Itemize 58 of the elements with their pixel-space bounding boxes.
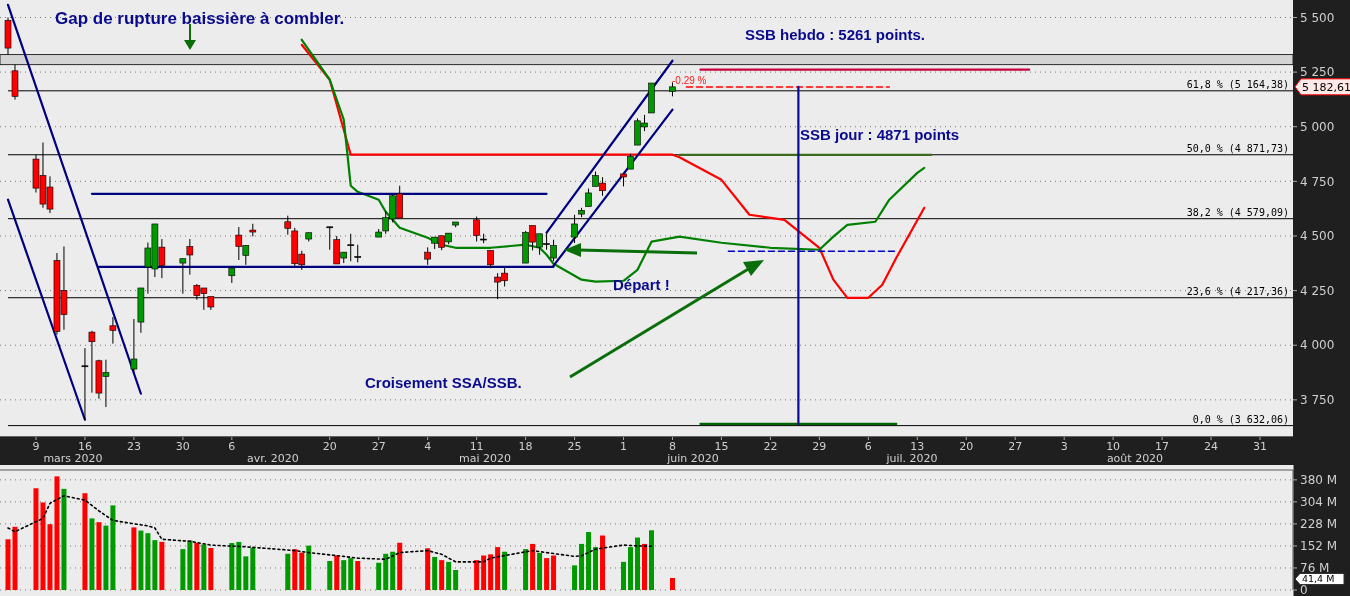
- x-tick-label: 20: [322, 440, 337, 453]
- y-tick-label: 4 500: [1300, 229, 1335, 244]
- annotation: -0.29 %: [672, 75, 707, 86]
- y-tick-label: 4 750: [1300, 174, 1335, 189]
- annotation: SSB jour : 4871 points: [800, 126, 960, 143]
- x-tick-label: 22: [763, 440, 778, 453]
- text: 5 182,61: [1302, 80, 1350, 94]
- x-tick-label: 25: [567, 440, 582, 453]
- y-tick-label: 76 M: [1300, 561, 1330, 576]
- annotation: SSB hebdo : 5261 points.: [745, 26, 926, 43]
- x-tick-label: 23: [126, 440, 141, 453]
- y-tick-label: 5 500: [1300, 10, 1335, 25]
- x-tick-label: 20: [959, 440, 974, 453]
- x-tick-label: 13: [910, 440, 925, 453]
- x-tick-label: 6: [864, 440, 872, 453]
- text: juin 2020: [666, 452, 719, 465]
- x-tick-label: 11: [469, 440, 484, 453]
- ref-line-label: 50,0 % (4 871,73): [1186, 142, 1289, 154]
- x-tick-label: 27: [1008, 440, 1023, 453]
- text: mars 2020: [43, 452, 103, 465]
- text: mai 2020: [458, 452, 512, 465]
- x-tick-label: 16: [77, 440, 92, 453]
- x-tick-label: 18: [518, 440, 533, 453]
- annotation: Départ !: [613, 276, 670, 293]
- x-tick-label: 3: [1060, 440, 1068, 453]
- y-tick-label: 152 M: [1300, 539, 1338, 554]
- y-tick-label: 5 000: [1300, 119, 1335, 134]
- y-tick-label: 5 250: [1300, 65, 1335, 80]
- x-tick-label: 4: [424, 440, 432, 453]
- ref-line-label: 61,8 % (5 164,38): [1186, 78, 1289, 90]
- y-tick-label: 228 M: [1300, 517, 1338, 532]
- text: 41,4 M: [1302, 573, 1335, 585]
- y-tick-label: 0: [1300, 583, 1308, 596]
- text: juil. 2020: [885, 452, 938, 465]
- y-tick-label: 304 M: [1300, 495, 1338, 510]
- x-tick-label: 15: [714, 440, 729, 453]
- text: août 2020: [1106, 452, 1164, 465]
- x-tick-label: 29: [812, 440, 827, 453]
- x-tick-label: 24: [1204, 440, 1219, 453]
- text: Gap de rupture baissière à combler.: [55, 9, 345, 28]
- x-tick-label: 1: [620, 440, 628, 453]
- x-tick-label: 10: [1106, 440, 1121, 453]
- ref-line-label: 23,6 % (4 217,36): [1186, 285, 1289, 297]
- y-tick-label: 3 750: [1300, 393, 1335, 408]
- text: avr. 2020: [247, 452, 299, 465]
- x-tick-label: 6: [228, 440, 236, 453]
- x-tick-label: 30: [175, 440, 190, 453]
- ref-line-label: 0,0 % (3 632,06): [1192, 413, 1289, 425]
- x-tick-label: 9: [32, 440, 40, 453]
- x-tick-label: 17: [1155, 440, 1170, 453]
- x-tick-label: 27: [371, 440, 386, 453]
- x-tick-label: 31: [1253, 440, 1268, 453]
- x-tick-label: 8: [668, 440, 676, 453]
- ref-line-label: 38,2 % (4 579,09): [1186, 206, 1289, 218]
- y-tick-label: 4 250: [1300, 283, 1335, 298]
- annotation: Croisement SSA/SSB.: [365, 374, 522, 391]
- y-tick-label: 380 M: [1300, 473, 1338, 488]
- y-tick-label: 4 000: [1300, 338, 1335, 353]
